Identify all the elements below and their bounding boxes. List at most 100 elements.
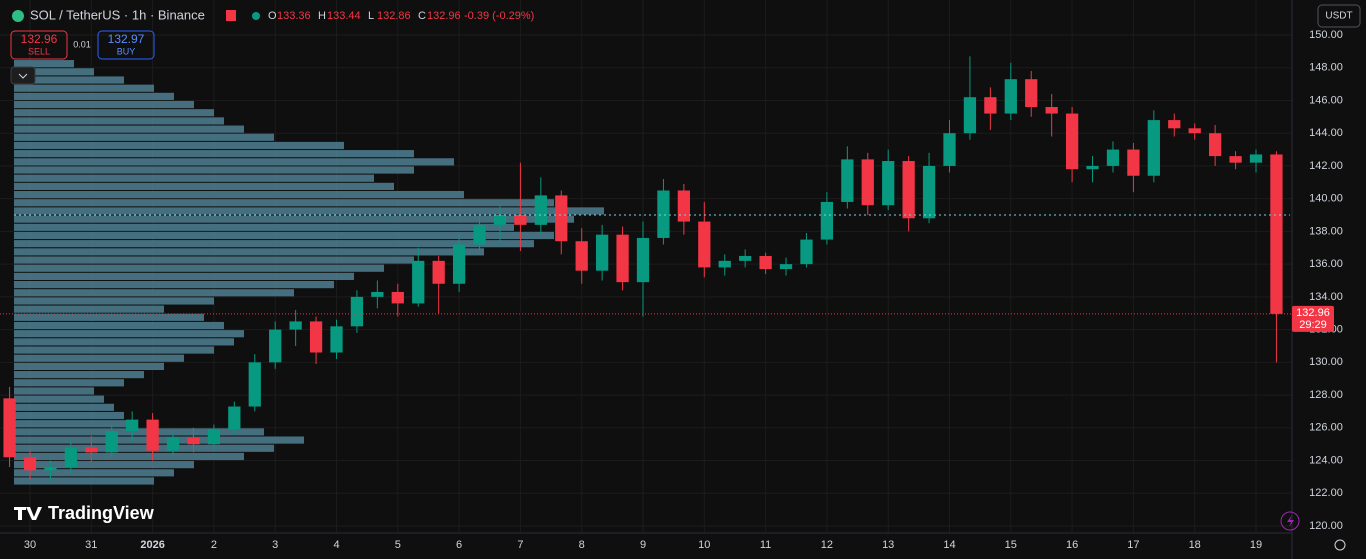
candle-body — [800, 239, 813, 265]
candle-body — [1249, 154, 1263, 163]
y-tick-label: 130.00 — [1309, 356, 1343, 368]
profile-bar — [14, 461, 194, 469]
ohlc-value: 133.36 — [277, 10, 311, 22]
candle-body — [391, 291, 404, 304]
lightning-icon — [1287, 515, 1294, 527]
candle-body — [616, 234, 629, 283]
y-tick-label: 146.00 — [1309, 94, 1343, 106]
profile-bar — [14, 133, 274, 141]
candle-body — [330, 326, 343, 353]
candle-body — [493, 215, 507, 225]
candle-body — [922, 165, 936, 219]
candle-body — [1229, 156, 1242, 163]
candle-body — [187, 437, 200, 445]
profile-bar — [14, 207, 604, 215]
countdown: 29:29 — [1299, 319, 1327, 331]
settings-button[interactable] — [1334, 539, 1346, 551]
x-tick-label: 2026 — [140, 539, 164, 551]
candle-body — [718, 260, 731, 268]
candle-body — [309, 321, 323, 353]
profile-bar — [14, 395, 104, 403]
candle-body — [1086, 165, 1099, 170]
logo: TradingView — [48, 503, 155, 523]
buy-price: 132.97 — [108, 32, 145, 46]
candle-body — [698, 221, 711, 268]
ohlc-key: C — [418, 10, 426, 22]
candle-body — [514, 215, 527, 225]
buy-button[interactable] — [97, 30, 155, 60]
x-tick-label: 19 — [1250, 539, 1262, 551]
profile-bar — [14, 338, 234, 346]
profile-bar — [14, 272, 354, 280]
candle-body — [596, 234, 609, 271]
profile-bar — [14, 158, 454, 166]
candle-body — [432, 260, 445, 284]
profile-bar — [14, 321, 224, 330]
profile-bar — [14, 174, 374, 182]
candle-body — [739, 255, 752, 261]
x-tick-label: 2 — [211, 539, 217, 551]
profile-bar — [14, 469, 174, 477]
profile-bar — [14, 240, 534, 248]
candle-body — [64, 447, 77, 468]
x-tick-label: 9 — [640, 539, 646, 551]
candle-body — [1065, 113, 1079, 170]
y-tick-label: 120.00 — [1309, 520, 1343, 532]
ohlc-key: H — [318, 10, 326, 22]
candle-body — [779, 264, 793, 270]
profile-bar — [14, 362, 164, 371]
lightning-button[interactable] — [1280, 511, 1300, 531]
ohlc-value: 133.44 — [327, 10, 361, 22]
currency-button[interactable] — [1317, 4, 1361, 28]
logo-icon — [14, 507, 42, 520]
x-tick-label: 5 — [395, 539, 401, 551]
last-price-box — [1292, 305, 1334, 332]
x-tick-label: 6 — [456, 539, 462, 551]
profile-bar — [14, 223, 514, 231]
collapse-button[interactable] — [10, 66, 36, 85]
profile-bar — [14, 84, 154, 92]
profile-bar — [14, 371, 144, 379]
profile-bar — [14, 305, 164, 313]
profile-bar — [14, 387, 94, 395]
profile-bar — [14, 428, 264, 436]
profile-bar — [14, 297, 214, 305]
ohlc-key: L — [368, 10, 374, 22]
x-tick-label: 10 — [698, 539, 710, 551]
ohlc-key: O — [268, 10, 277, 22]
ohlc-value: 132.96 — [427, 10, 461, 22]
profile-bar — [14, 420, 134, 428]
y-tick-label: 142.00 — [1309, 160, 1343, 172]
candle-body — [207, 429, 221, 445]
candle-body — [228, 406, 241, 430]
profile-bar — [14, 477, 154, 485]
candle-body — [85, 447, 98, 453]
ohlc-value: 132.86 — [377, 10, 411, 22]
candle-body — [371, 291, 384, 297]
y-tick-label: 150.00 — [1309, 29, 1343, 41]
candle-body — [350, 296, 364, 327]
candle-body — [861, 159, 874, 206]
buy-label: BUY — [117, 46, 136, 56]
candle-body — [166, 437, 180, 451]
x-tick-label: 30 — [24, 539, 36, 551]
symbol: SOL / TetherUS · 1h · Binance — [30, 7, 205, 22]
profile-bar — [14, 281, 334, 289]
profile-bar — [14, 346, 214, 354]
y-tick-label: 128.00 — [1309, 389, 1343, 401]
profile-bar — [14, 313, 204, 321]
profile-bar — [14, 190, 464, 199]
sell-button[interactable] — [10, 30, 68, 60]
spread: 0.01 — [73, 39, 91, 49]
candle-body — [23, 457, 37, 471]
candle-body — [1127, 149, 1140, 176]
sell-label: SELL — [28, 46, 50, 56]
profile-bar — [14, 141, 344, 150]
profile-bar — [14, 125, 244, 133]
flag-icon[interactable] — [226, 10, 236, 21]
y-tick-label: 124.00 — [1309, 454, 1343, 466]
candle-body — [1004, 79, 1017, 114]
candle-body — [44, 467, 57, 471]
candle-body — [248, 362, 261, 407]
